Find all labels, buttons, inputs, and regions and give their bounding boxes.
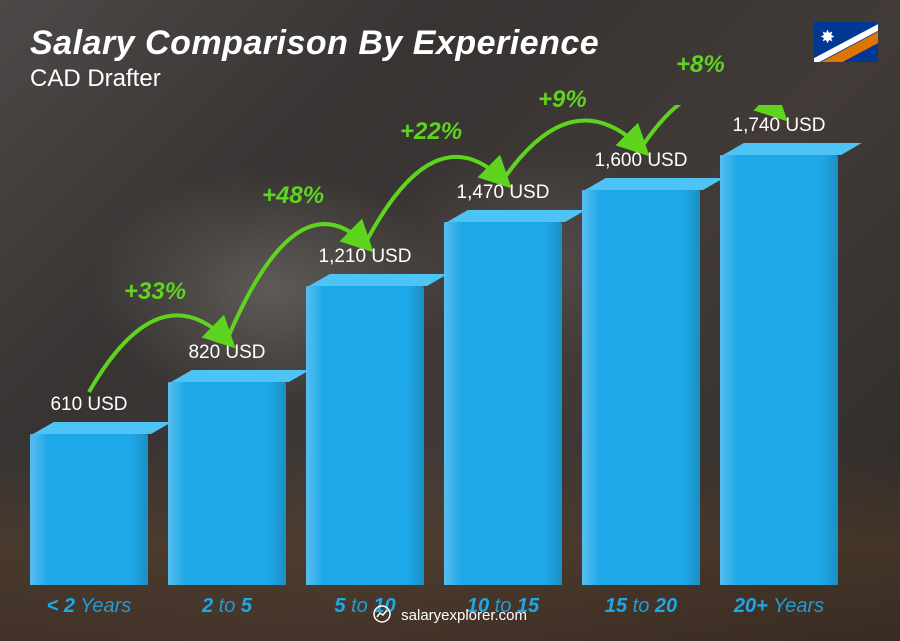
growth-percent-label: +22% xyxy=(400,118,462,146)
country-flag-icon: ✸ xyxy=(814,22,878,62)
page-title: Salary Comparison By Experience xyxy=(30,24,870,63)
bar-body xyxy=(444,222,562,585)
bar-value-label: 610 USD xyxy=(6,394,171,416)
header: Salary Comparison By Experience CAD Draf… xyxy=(30,24,870,93)
growth-percent-label: +33% xyxy=(124,278,186,306)
growth-percent-label: +48% xyxy=(262,182,324,210)
footer-site: salaryexplorer.com xyxy=(401,607,527,624)
bar-body xyxy=(582,190,700,585)
growth-percent-label: +8% xyxy=(676,51,725,79)
page-subtitle: CAD Drafter xyxy=(30,65,870,93)
bar: 1,600 USD15 to 20 xyxy=(582,190,700,585)
bar-value-label: 1,600 USD xyxy=(558,150,723,172)
footer: salaryexplorer.com xyxy=(0,605,900,627)
bar: 1,210 USD5 to 10 xyxy=(306,286,424,585)
logo-icon xyxy=(373,605,391,627)
bar-body xyxy=(306,286,424,585)
bar: 820 USD2 to 5 xyxy=(168,382,286,585)
bar: 1,470 USD10 to 15 xyxy=(444,222,562,585)
bar: 610 USD< 2 Years xyxy=(30,434,148,585)
bar-value-label: 1,740 USD xyxy=(696,115,861,137)
bar-chart: 610 USD< 2 Years820 USD2 to 51,210 USD5 … xyxy=(30,105,850,585)
bar-body xyxy=(168,382,286,585)
bar-value-label: 1,470 USD xyxy=(420,182,585,204)
bar: 1,740 USD20+ Years xyxy=(720,155,838,585)
bar-value-label: 1,210 USD xyxy=(282,246,447,268)
bar-body xyxy=(720,155,838,585)
bar-value-label: 820 USD xyxy=(144,342,309,364)
chart-container: Salary Comparison By Experience CAD Draf… xyxy=(0,0,900,641)
bar-body xyxy=(30,434,148,585)
growth-percent-label: +9% xyxy=(538,86,587,114)
